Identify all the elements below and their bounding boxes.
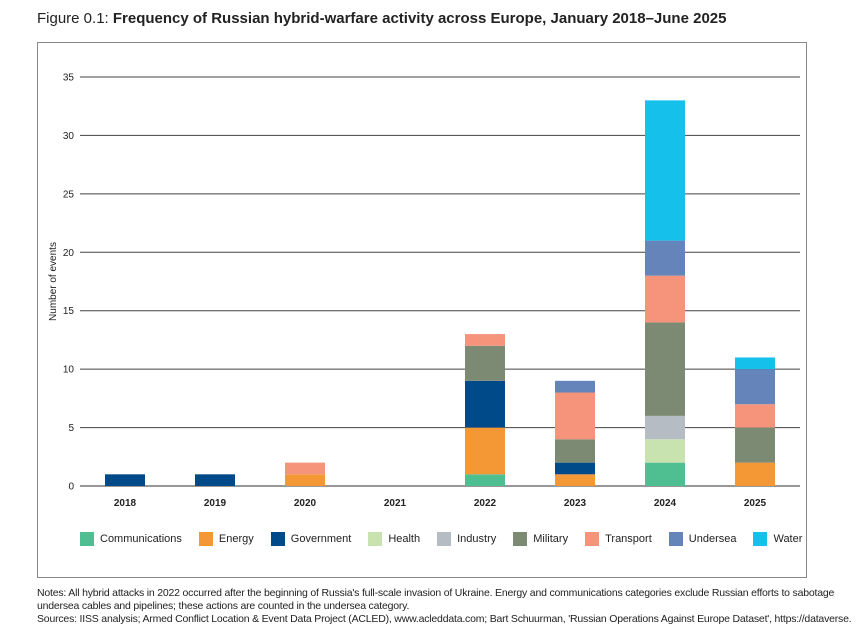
bar-segment-government — [105, 474, 145, 486]
legend-label: Health — [388, 533, 421, 545]
bar-segment-undersea — [735, 369, 775, 405]
bar-segment-transport — [555, 392, 595, 440]
figure-title-text: Frequency of Russian hybrid-warfare acti… — [112, 10, 727, 27]
bar-segment-transport — [645, 275, 685, 323]
bar-segment-transport — [285, 462, 325, 475]
sources-line: Sources: IISS analysis; Armed Conflict L… — [37, 613, 852, 625]
x-tick-label: 2021 — [384, 498, 407, 509]
bar-segment-energy — [555, 474, 595, 486]
y-tick-label: 5 — [68, 423, 74, 434]
bar-segment-energy — [465, 427, 505, 475]
legend-label: Government — [290, 533, 352, 545]
bar-segment-transport — [735, 404, 775, 428]
y-tick-label: 0 — [68, 482, 74, 493]
bar-segment-energy — [735, 462, 775, 486]
legend-label: Energy — [218, 533, 254, 545]
legend-swatch — [270, 532, 285, 546]
bar-segment-military — [465, 345, 505, 381]
legend-label: Industry — [457, 533, 497, 545]
y-tick-label: 15 — [63, 306, 75, 317]
x-tick-label: 2019 — [204, 498, 227, 509]
legend-swatch — [437, 532, 452, 546]
legend-swatch — [513, 532, 528, 546]
y-tick-label: 25 — [63, 189, 75, 200]
bar-segment-health — [645, 439, 685, 463]
y-tick-label: 20 — [63, 248, 75, 259]
legend-item: Energy — [198, 532, 254, 546]
legend-swatch — [80, 532, 94, 546]
bar-segment-military — [735, 427, 775, 463]
x-tick-label: 2023 — [564, 498, 587, 509]
legend-label: Undersea — [688, 533, 737, 545]
figure-number: Figure 0.1: — [37, 10, 113, 27]
legend-label: Military — [533, 533, 569, 545]
y-tick-label: 10 — [63, 365, 75, 376]
notes-line: Notes: All hybrid attacks in 2022 occurr… — [37, 587, 835, 599]
legend-label: Communications — [100, 533, 182, 545]
x-tick-label: 2024 — [654, 498, 677, 509]
legend-item: Transport — [585, 532, 652, 546]
y-tick-label: 35 — [63, 73, 75, 84]
bar-segment-government — [465, 380, 505, 428]
legend-label: Water — [773, 533, 803, 545]
bar-segment-government — [195, 474, 235, 486]
legend-swatch — [585, 532, 600, 546]
bar-segment-communications — [645, 462, 685, 486]
x-tick-label: 2018 — [114, 498, 137, 509]
bar-segment-transport — [465, 334, 505, 346]
legend-item: Military — [513, 532, 568, 546]
legend-item: Water — [753, 532, 802, 546]
legend-swatch — [753, 532, 768, 546]
bar-segment-energy — [285, 474, 325, 486]
legend-swatch — [668, 532, 683, 546]
legend-item: Communications — [80, 532, 182, 546]
y-axis-label: Number of events — [48, 242, 59, 321]
bar-segment-communications — [465, 474, 505, 486]
bar-segment-military — [645, 322, 685, 416]
bar-segment-undersea — [645, 240, 685, 276]
legend-label: Transport — [605, 533, 652, 545]
legend-swatch — [198, 532, 213, 546]
legend: Communications Energy Government Health Indu… — [80, 532, 819, 546]
y-tick-label: 30 — [63, 131, 75, 142]
legend-swatch — [368, 532, 383, 546]
x-tick-label: 2025 — [744, 498, 767, 509]
chart-frame — [37, 42, 807, 578]
legend-item: Undersea — [668, 532, 737, 546]
bar-segment-government — [555, 462, 595, 475]
bar-segment-industry — [645, 415, 685, 440]
legend-item: Health — [368, 532, 420, 546]
bar-segment-undersea — [555, 380, 595, 393]
legend-item: Industry — [437, 532, 496, 546]
figure-title: Figure 0.1: Frequency of Russian hybrid-… — [37, 10, 726, 27]
x-tick-label: 2022 — [474, 498, 497, 509]
notes: Notes: All hybrid attacks in 2022 occurr… — [37, 587, 857, 626]
bar-segment-water — [645, 100, 685, 241]
legend-item: Government — [270, 532, 352, 546]
bar-segment-water — [735, 357, 775, 370]
bar-segment-military — [555, 439, 595, 463]
x-tick-label: 2020 — [294, 498, 317, 509]
notes-line: undersea cables and pipelines; these act… — [37, 600, 410, 612]
